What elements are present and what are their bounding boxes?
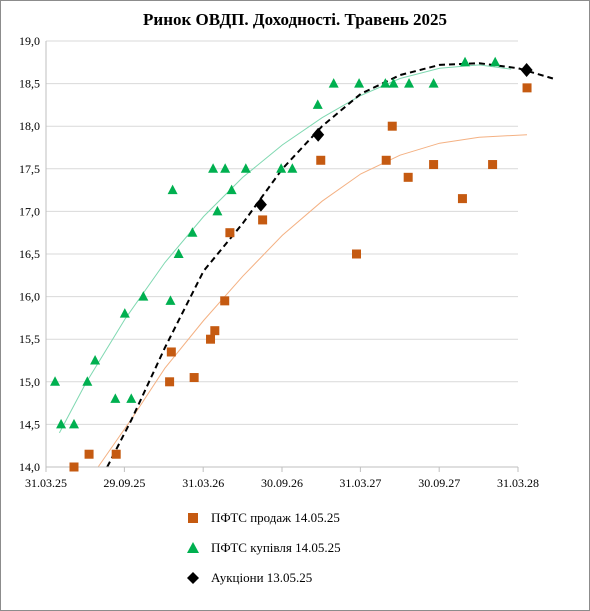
auction-point <box>520 62 533 77</box>
sell-point <box>522 83 532 93</box>
y-tick-labels: 14,0 14,5 15,0 15,5 16,0 16,5 17,0 17,5 18,0 18,5… <box>19 34 40 474</box>
sell-point <box>352 249 362 259</box>
sell-point <box>220 296 230 306</box>
buy-point <box>328 78 339 88</box>
sell-point <box>111 449 121 459</box>
buy-point <box>220 163 231 173</box>
legend-item-auction: Аукціони 13.05.25 <box>185 568 485 598</box>
grid-lines <box>46 40 518 425</box>
legend-item-buy: ПФТС купівля 14.05.25 <box>185 538 485 568</box>
auction-point <box>254 197 267 212</box>
buy-point <box>173 248 184 258</box>
buy-point <box>312 99 323 109</box>
y-tick-label: 14,0 <box>19 460 40 474</box>
sell-point <box>488 160 498 170</box>
buy-point <box>240 163 251 173</box>
sell-point <box>225 228 235 238</box>
x-tick-label: 31.03.25 <box>25 476 67 490</box>
sell-point <box>316 155 326 165</box>
buy-point <box>56 418 67 429</box>
buy-point <box>187 227 198 237</box>
sell-point <box>166 347 176 357</box>
x-tick-label: 31.03.26 <box>182 476 224 490</box>
y-tick-label: 15,5 <box>19 332 40 346</box>
chart-title: Ринок ОВДП. Доходності. Травень 2025 <box>143 10 447 29</box>
legend-marker-triangle <box>187 542 199 553</box>
sell-point <box>457 194 467 204</box>
data-points <box>50 56 533 472</box>
buy-point <box>110 393 121 403</box>
x-tick-label: 29.09.25 <box>103 476 145 490</box>
sell-point <box>210 326 220 336</box>
buy-point <box>208 163 219 173</box>
buy-point <box>82 376 93 386</box>
y-tick-label: 18,0 <box>19 119 40 133</box>
x-tick-label: 30.09.27 <box>418 476 460 490</box>
legend: ПФТС продаж 14.05.25 ПФТС купівля 14.05.… <box>185 508 485 598</box>
buy-point <box>119 308 130 318</box>
x-tick-labels: 31.03.25 29.09.25 31.03.26 30.09.26 31.03.27… <box>25 476 539 490</box>
buy-point <box>126 393 137 403</box>
buy-point <box>138 291 149 301</box>
buy-point <box>404 78 415 88</box>
sell-point <box>258 215 268 225</box>
buy-point <box>460 56 471 67</box>
x-tick-label: 31.03.27 <box>339 476 381 490</box>
y-tick-label: 16,0 <box>19 290 40 304</box>
auction-trend-line <box>106 62 554 468</box>
x-tick-label: 30.09.26 <box>261 476 303 490</box>
sell-point <box>403 172 413 182</box>
sell-point <box>381 155 391 165</box>
legend-label-auction: Аукціони 13.05.25 <box>211 570 313 585</box>
buy-point <box>50 376 61 386</box>
y-tick-label: 14,5 <box>19 417 40 431</box>
legend-label-buy: ПФТС купівля 14.05.25 <box>211 540 341 555</box>
legend-item-sell: ПФТС продаж 14.05.25 <box>185 508 485 538</box>
sell-point <box>206 334 216 344</box>
buy-point <box>428 78 439 88</box>
buy-point <box>226 184 237 195</box>
legend-marker-diamond <box>187 572 199 584</box>
y-tick-label: 19,0 <box>19 34 40 48</box>
y-tick-label: 17,5 <box>19 162 40 176</box>
buy-point <box>165 295 176 305</box>
y-tick-label: 16,5 <box>19 247 40 261</box>
buy-trend-line <box>58 64 512 434</box>
axes <box>45 41 519 472</box>
x-tick-label: 31.03.28 <box>497 476 539 490</box>
sell-point <box>165 377 175 387</box>
buy-point <box>354 78 365 88</box>
sell-point <box>387 121 397 131</box>
auction-point <box>312 127 325 142</box>
sell-point <box>189 373 199 383</box>
buy-point <box>490 56 501 67</box>
buy-point <box>388 78 399 88</box>
sell-trend-line <box>97 134 528 468</box>
buy-point <box>276 163 287 173</box>
buy-point <box>380 78 391 88</box>
legend-marker-square <box>188 513 198 523</box>
buy-point <box>167 184 178 195</box>
y-tick-label: 17,0 <box>19 204 40 218</box>
buy-point <box>287 163 298 173</box>
buy-point <box>90 355 101 365</box>
y-tick-label: 18,5 <box>19 77 40 91</box>
buy-point <box>68 418 79 429</box>
legend-label-sell: ПФТС продаж 14.05.25 <box>211 510 340 525</box>
sell-point <box>69 462 79 472</box>
sell-point <box>84 449 94 459</box>
sell-point <box>429 160 439 170</box>
y-tick-label: 15,0 <box>19 375 40 389</box>
buy-point <box>212 205 223 216</box>
trend-lines <box>58 62 554 468</box>
